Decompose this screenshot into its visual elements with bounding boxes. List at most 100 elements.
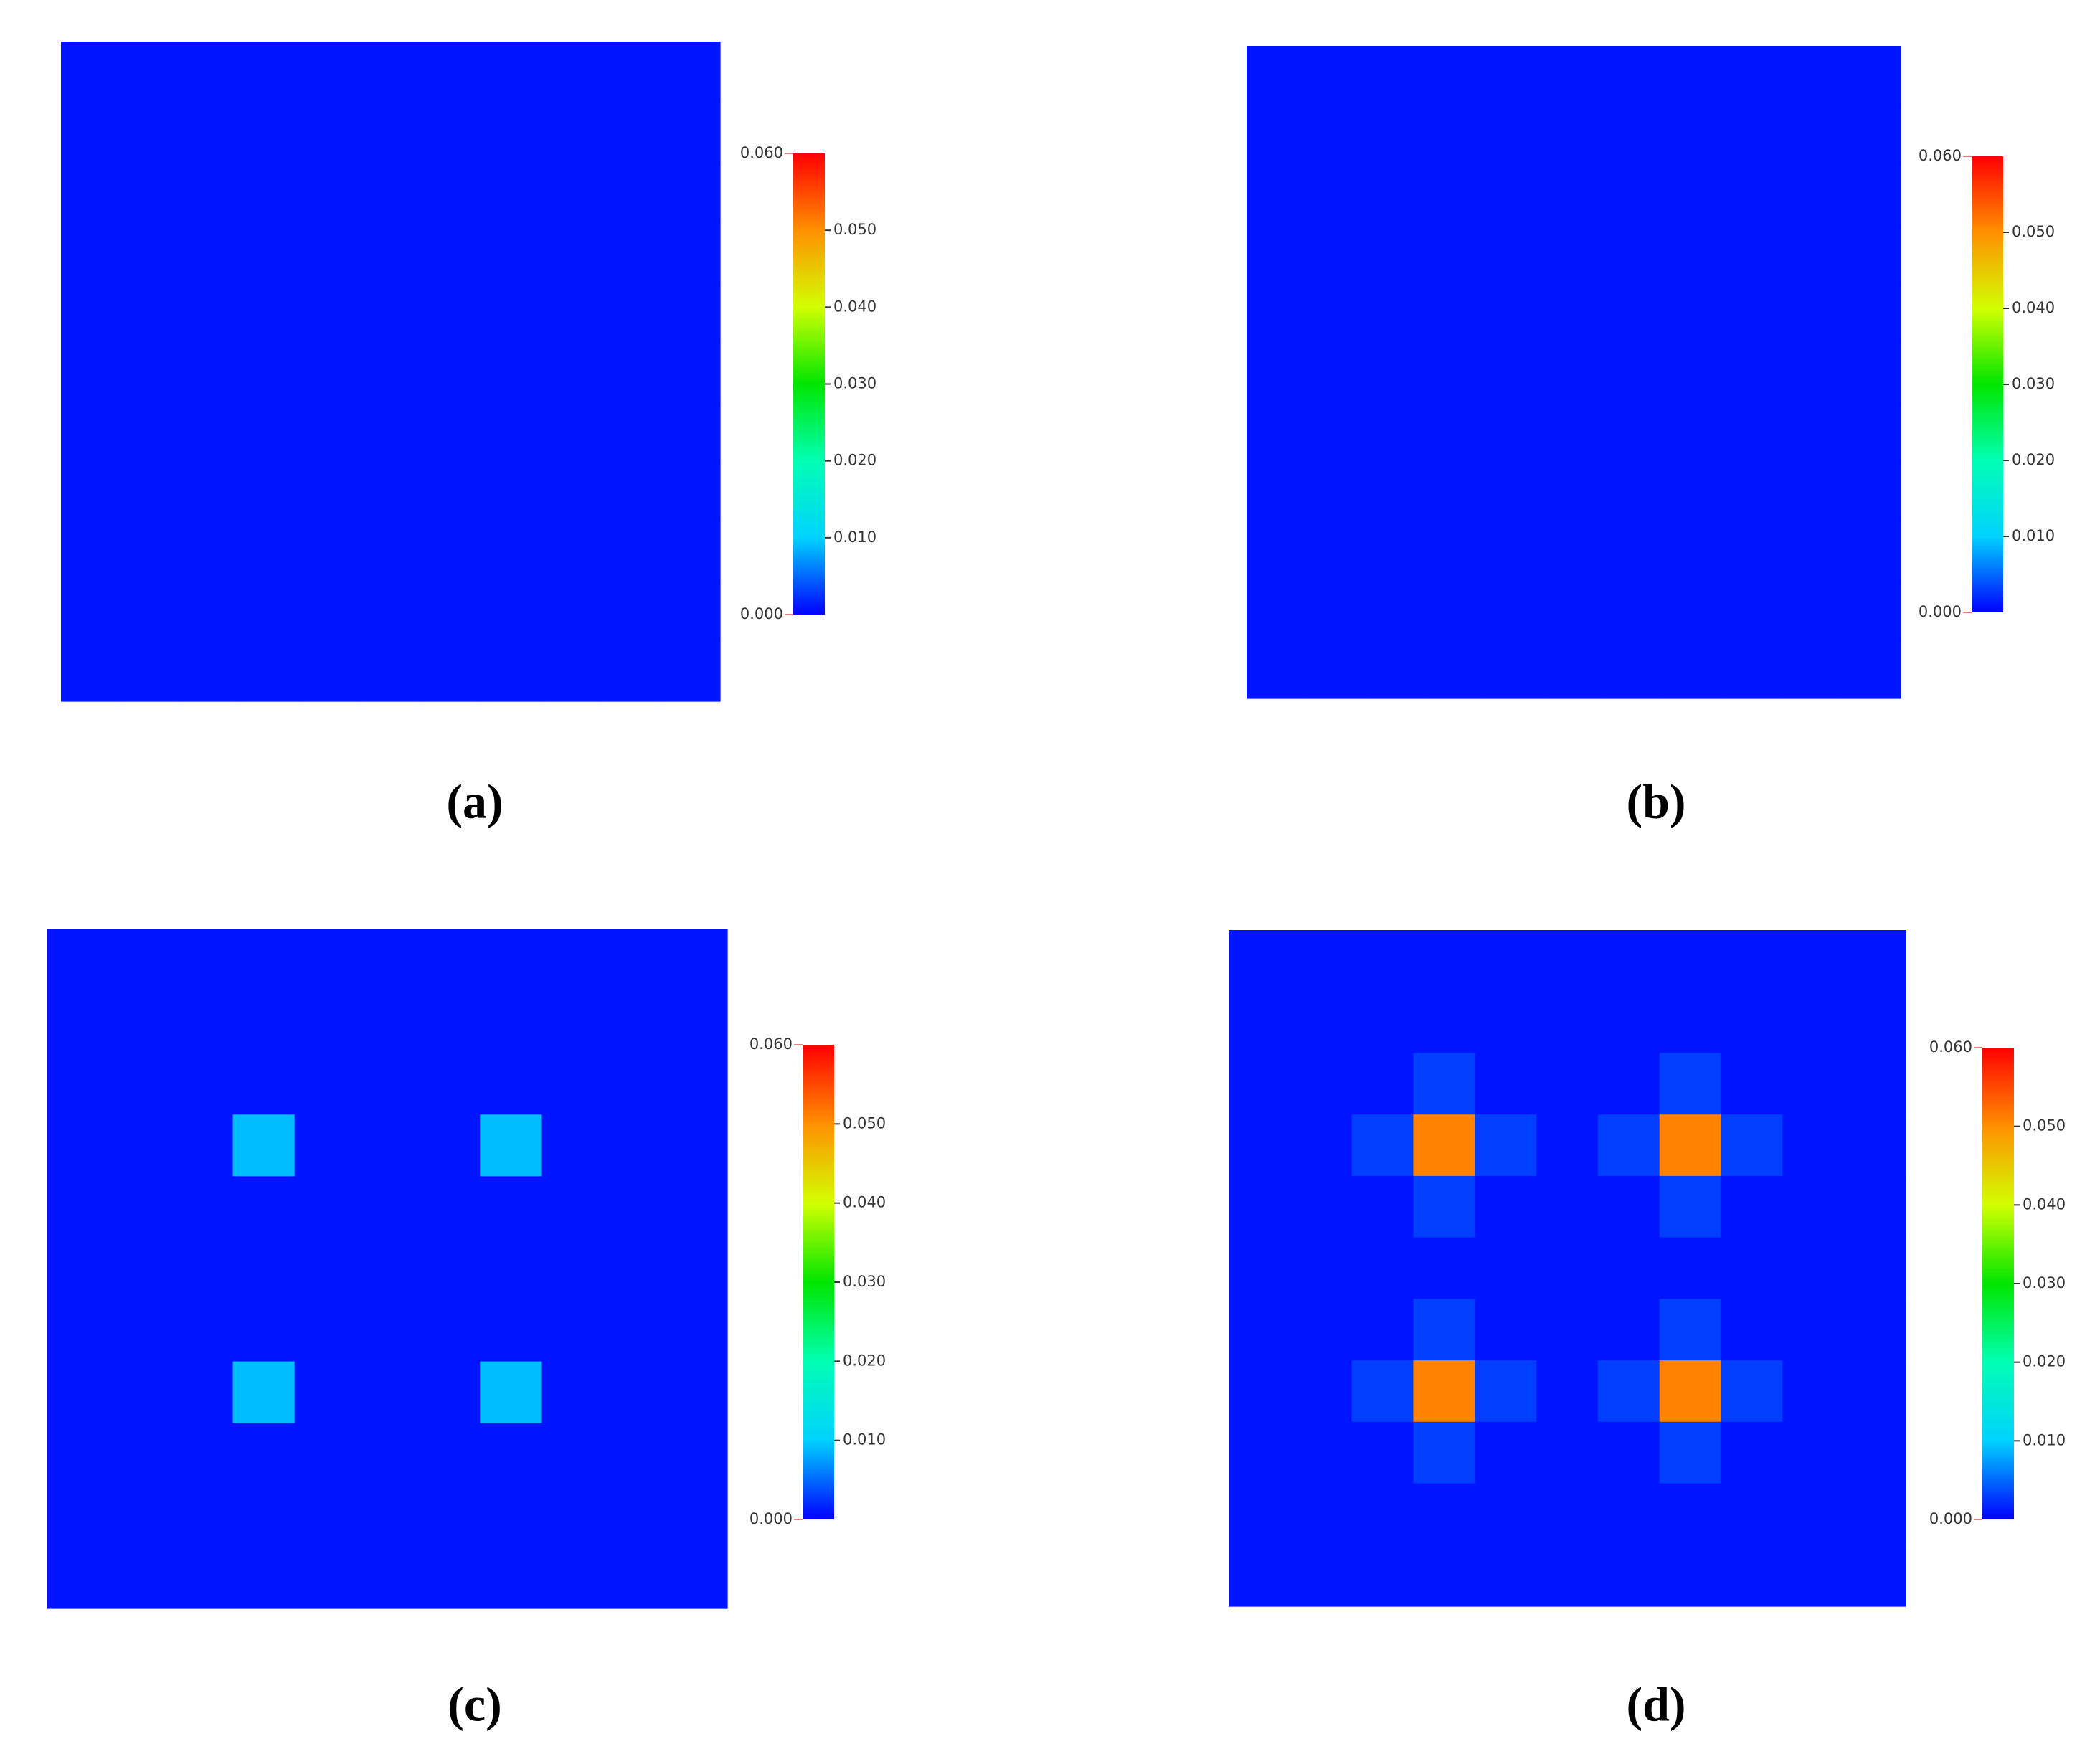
heatmap-cell xyxy=(120,221,181,283)
heatmap-cell xyxy=(1305,105,1366,166)
heatmap-cell xyxy=(1662,402,1723,462)
heatmap-cell xyxy=(1424,224,1485,284)
heatmap-cell xyxy=(360,341,421,402)
heatmap-cell xyxy=(1305,164,1366,224)
heatmap-cell xyxy=(1721,1299,1783,1361)
colorbar-tick-label: 0.040 xyxy=(843,1194,886,1211)
heatmap-cell xyxy=(1290,1114,1353,1177)
heatmap-cell xyxy=(603,1361,666,1424)
heatmap-cell xyxy=(660,461,721,522)
heatmap-cell xyxy=(1782,224,1842,284)
heatmap-cell xyxy=(1782,639,1842,699)
heatmap-cell xyxy=(61,641,122,702)
colorbar-tick-label: 0.030 xyxy=(833,375,876,392)
heatmap-cell xyxy=(1782,283,1842,343)
heatmap-cell xyxy=(47,1053,110,1115)
heatmap-cell xyxy=(120,101,181,162)
heatmap-cell xyxy=(294,1053,357,1115)
heatmap-cell xyxy=(1290,1175,1353,1238)
heatmap-cell xyxy=(294,1484,357,1547)
heatmap-cell xyxy=(1782,1421,1845,1484)
heatmap-cell xyxy=(47,1484,110,1547)
heatmap-cell xyxy=(480,101,541,162)
heatmap-cell xyxy=(418,1114,481,1177)
heatmap-cell xyxy=(1844,1175,1906,1238)
heatmap-cell xyxy=(171,1114,234,1177)
heatmap-cell xyxy=(418,1053,481,1115)
heatmap-cell xyxy=(301,221,361,283)
heatmap-cell xyxy=(1844,1299,1906,1361)
heatmap-cell xyxy=(1597,1114,1660,1177)
heatmap-cell xyxy=(181,42,242,103)
heatmap-cell xyxy=(1722,342,1782,402)
heatmap-cell xyxy=(1603,579,1663,640)
heatmap-cell xyxy=(1413,1545,1475,1607)
heatmap-cell xyxy=(1484,164,1545,224)
heatmap-cell xyxy=(1229,1175,1291,1238)
heatmap-cell xyxy=(120,401,181,463)
heatmap-cell xyxy=(1543,579,1604,640)
heatmap-cell xyxy=(109,1238,171,1301)
heatmap-cell xyxy=(301,161,361,222)
heatmap-cell xyxy=(1351,1483,1414,1545)
heatmap-cell xyxy=(301,461,361,522)
heatmap-cell xyxy=(356,1484,419,1547)
heatmap-cell xyxy=(1603,461,1663,521)
heatmap-cell xyxy=(294,1114,357,1177)
heatmap-cell xyxy=(1290,1421,1353,1484)
colorbar-tick-label: 0.000 xyxy=(1919,603,1962,620)
heatmap-cell xyxy=(1662,342,1723,402)
heatmap-cell xyxy=(232,929,295,992)
heatmap-cell xyxy=(1659,930,1722,992)
heatmap-cell xyxy=(1484,520,1545,581)
heatmap-cell xyxy=(1841,283,1901,343)
heatmap-cell xyxy=(480,1176,543,1239)
heatmap-cell xyxy=(1536,1545,1599,1607)
heatmap-cell xyxy=(232,1299,295,1362)
heatmap-cell xyxy=(232,1176,295,1239)
heatmap-cell xyxy=(1597,1299,1660,1361)
heatmap-cell xyxy=(1475,1360,1537,1423)
heatmap-cell xyxy=(1722,639,1782,699)
heatmap-cell xyxy=(1597,930,1660,992)
heatmap-cell xyxy=(1721,1545,1783,1607)
heatmap-cell xyxy=(1424,342,1485,402)
heatmap-cell xyxy=(480,401,541,463)
colorbar-tick-label: 0.030 xyxy=(2012,375,2055,392)
heatmap-cell xyxy=(600,221,661,283)
heatmap-cell xyxy=(1662,46,1723,106)
colorbar-tick-label: 0.050 xyxy=(833,221,876,238)
panel-label: (c) xyxy=(448,1677,501,1732)
heatmap-cell xyxy=(171,991,234,1053)
heatmap-cell xyxy=(1844,1360,1906,1423)
heatmap-cell xyxy=(1597,1483,1660,1545)
colorbar xyxy=(803,1045,834,1519)
heatmap-cell xyxy=(294,1423,357,1486)
heatmap-cell xyxy=(1484,402,1545,462)
heatmap-cell xyxy=(120,281,181,342)
heatmap-cell xyxy=(294,1299,357,1362)
heatmap-cell xyxy=(1722,520,1782,581)
heatmap-cell xyxy=(1597,1237,1660,1299)
heatmap-cell xyxy=(171,929,234,992)
heatmap-cell xyxy=(600,461,661,522)
colorbar-tick-label: 0.010 xyxy=(843,1431,886,1448)
heatmap-cell xyxy=(1305,46,1366,106)
heatmap-cell xyxy=(1597,1545,1660,1607)
heatmap-cell xyxy=(1662,461,1723,521)
heatmap-cell xyxy=(1351,991,1414,1054)
heatmap-cell xyxy=(540,42,601,103)
heatmap-cell xyxy=(1597,1421,1660,1484)
heatmap-cell xyxy=(1782,46,1842,106)
heatmap-cell xyxy=(1475,1299,1537,1361)
heatmap-cell xyxy=(171,1238,234,1301)
heatmap-cell xyxy=(660,101,721,162)
heatmap-cell xyxy=(61,221,122,283)
heatmap-cell xyxy=(603,1053,666,1115)
heatmap-cell xyxy=(603,1484,666,1547)
heatmap-cell xyxy=(120,461,181,522)
heatmap-cell xyxy=(480,461,541,522)
colorbar-tick-label: 0.010 xyxy=(2023,1431,2066,1448)
heatmap-cell xyxy=(660,341,721,402)
heatmap-cell xyxy=(1305,342,1366,402)
